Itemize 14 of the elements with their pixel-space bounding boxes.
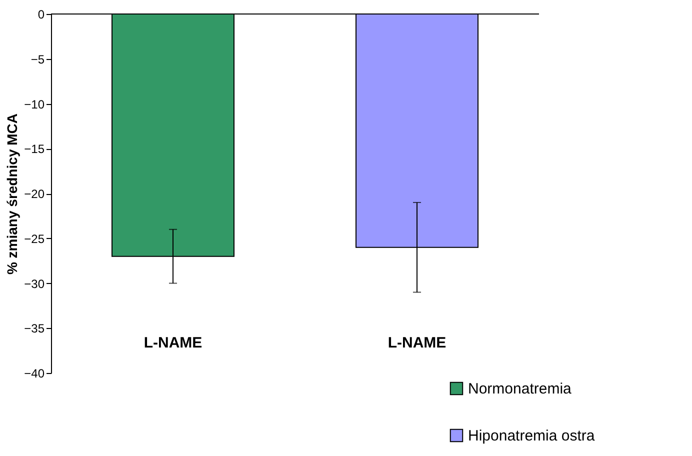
y-tick-label: −30	[24, 276, 45, 291]
x-tick-label: L-NAME	[388, 334, 446, 352]
x-tick-label: L-NAME	[144, 334, 202, 352]
y-tick-label: −15	[24, 142, 45, 156]
y-tick-label: −40	[24, 366, 45, 380]
y-axis-title: % zmiany średnicy MCA	[4, 113, 20, 275]
legend-label: Normonatremia	[468, 380, 572, 398]
y-tick-label: −10	[24, 97, 45, 112]
y-tick-label: −5	[30, 52, 45, 66]
y-tick-label: −35	[24, 322, 45, 336]
y-tick-label: −20	[24, 187, 45, 201]
y-tick-label: 0	[38, 8, 45, 22]
y-tick-label: −25	[24, 232, 45, 246]
legend-label: Hiponatremia ostra	[468, 428, 596, 444]
